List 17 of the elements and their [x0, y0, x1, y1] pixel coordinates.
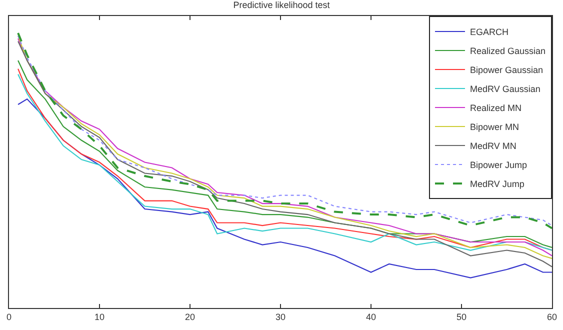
x-tick-label: 60	[546, 312, 558, 322]
legend-label: Bipower Jump	[470, 160, 528, 170]
chart-title: Predictive likelihood test	[233, 0, 330, 10]
legend-label: Bipower MN	[470, 122, 520, 132]
x-tick-label: 0	[6, 312, 12, 322]
legend-label: MedRV MN	[470, 141, 516, 152]
legend-label: MedRV Jump	[470, 179, 524, 190]
x-tick-label: 10	[94, 312, 105, 322]
legend-label: MedRV Gaussian	[470, 84, 540, 94]
legend-label: Realized Gaussian	[470, 46, 546, 56]
x-tick-label: 50	[456, 312, 467, 322]
legend-label: Bipower Gaussian	[470, 65, 544, 76]
legend-label: EGARCH	[470, 27, 509, 38]
x-tick-label: 30	[275, 312, 286, 322]
x-tick-label: 20	[184, 312, 196, 322]
legend-label: Realized MN	[470, 103, 522, 114]
x-tick-label: 40	[366, 312, 376, 322]
